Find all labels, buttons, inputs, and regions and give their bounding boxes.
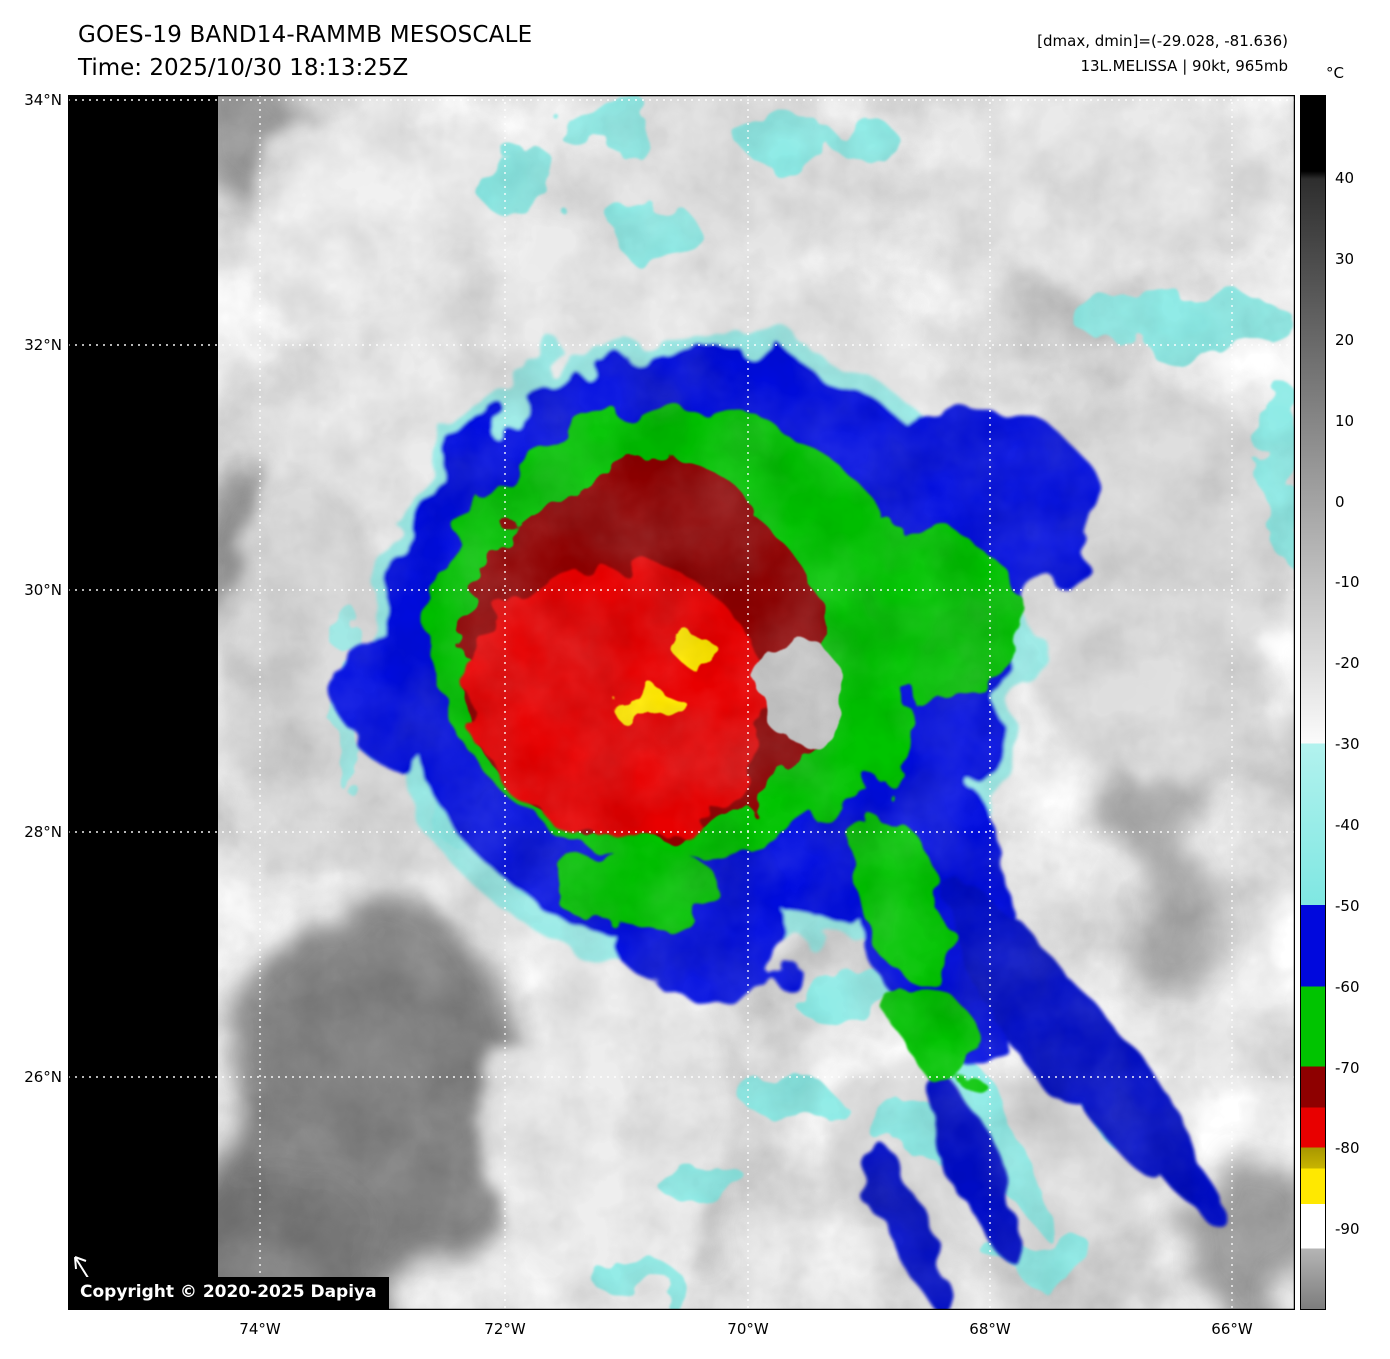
colorbar-tick: -30 — [1335, 735, 1360, 753]
grid-lines — [68, 95, 1295, 1310]
lat-label: 32°N — [24, 336, 62, 354]
colorbar-tick: 20 — [1335, 331, 1355, 349]
no-data-strip — [68, 95, 218, 1310]
lat-label: 28°N — [24, 823, 62, 841]
colorbar-tick: -80 — [1335, 1139, 1360, 1157]
colorbar-tick: -10 — [1335, 573, 1360, 591]
page-title: GOES-19 BAND14-RAMMB MESOSCALE — [78, 22, 533, 48]
dmax-dmin-readout: [dmax, dmin]=(-29.028, -81.636) — [1037, 32, 1288, 50]
storm-info: 13L.MELISSA | 90kt, 965mb — [1080, 57, 1288, 75]
colorbar-unit: °C — [1326, 64, 1344, 82]
copyright: Copyright © 2020-2025 Dapiya — [68, 1277, 389, 1310]
map-border — [68, 95, 1295, 1310]
satellite-map — [68, 95, 1295, 1310]
colorbar-tick: -20 — [1335, 654, 1360, 672]
timestamp: Time: 2025/10/30 18:13:25Z — [78, 55, 409, 81]
colorbar-tick: -40 — [1335, 816, 1360, 834]
colorbar-tick: -70 — [1335, 1059, 1360, 1077]
lon-label: 72°W — [484, 1320, 526, 1338]
satellite-image — [68, 95, 1295, 1310]
grain-dark — [68, 95, 1295, 1310]
colorbar — [1300, 95, 1326, 1310]
lat-label: 26°N — [24, 1068, 62, 1086]
lon-label: 66°W — [1211, 1320, 1253, 1338]
lon-label: 70°W — [727, 1320, 769, 1338]
colorbar-tick: -50 — [1335, 897, 1360, 915]
lon-label: 68°W — [969, 1320, 1011, 1338]
colorbar-tick: 10 — [1335, 412, 1355, 430]
colorbar-tick: 30 — [1335, 250, 1355, 268]
lat-label: 34°N — [24, 91, 62, 109]
colorbar-tick: -60 — [1335, 978, 1360, 996]
lon-label: 74°W — [239, 1320, 281, 1338]
colorbar-tick: 40 — [1335, 169, 1355, 187]
lat-label: 30°N — [24, 581, 62, 599]
colorbar-tick: 0 — [1335, 493, 1345, 511]
colorbar-tick: -90 — [1335, 1220, 1360, 1238]
